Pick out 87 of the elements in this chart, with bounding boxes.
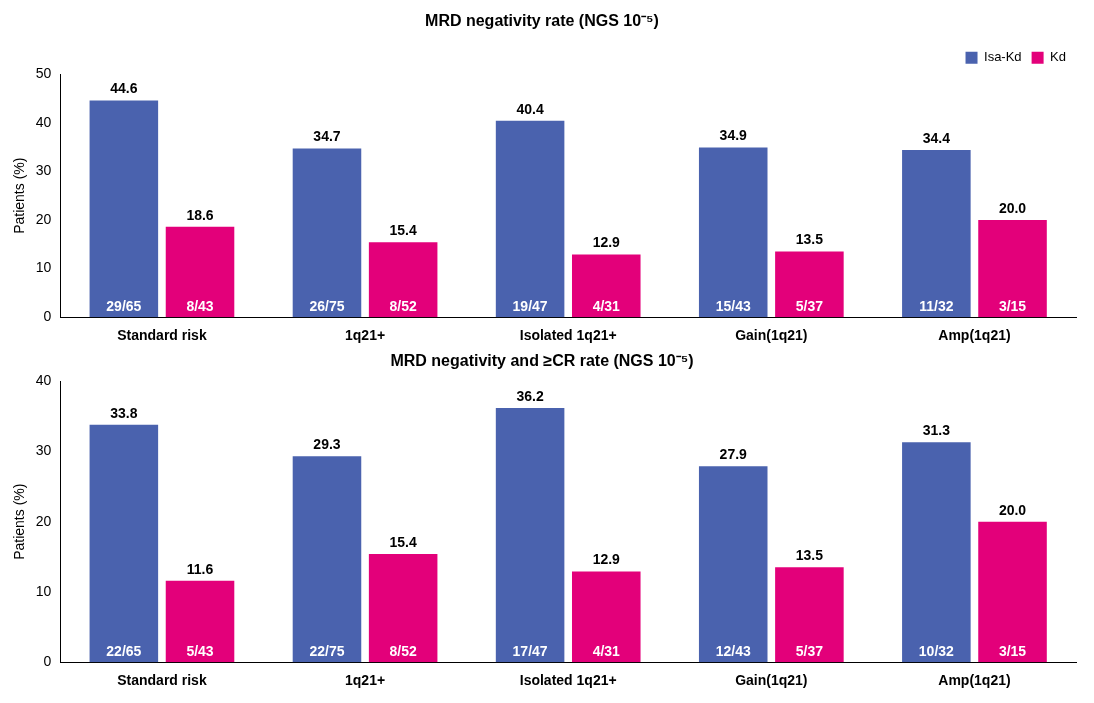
x-tick-label: 1q21+ (345, 327, 386, 344)
bar (902, 442, 971, 663)
y-tick-label: 40 (35, 113, 52, 130)
data-label: 44.6 (110, 80, 138, 97)
annotation: 8/52 (389, 643, 417, 660)
y-tick-label: 30 (35, 162, 52, 179)
annotation: 5/37 (795, 298, 824, 315)
y-tick-label: 20 (35, 512, 52, 529)
y-axis-title: Patients (%) (11, 157, 28, 234)
annotation: 15/43 (715, 298, 751, 315)
bar (495, 120, 565, 318)
x-tick-label: 1q21+ (345, 672, 386, 689)
data-label: 34.9 (719, 127, 748, 144)
data-label: 20.0 (998, 501, 1027, 518)
data-label: 31.3 (922, 422, 951, 439)
annotation: 3/15 (998, 298, 1027, 315)
bar (775, 567, 844, 663)
x-tick-label: Isolated 1q21+ (519, 672, 617, 689)
annotation: 4/31 (592, 643, 621, 660)
bar (495, 407, 565, 663)
annotation: 8/43 (186, 298, 214, 315)
bar (368, 554, 438, 663)
y-tick-label: 0 (43, 308, 52, 325)
annotation: 10/32 (918, 643, 955, 660)
annotation: 19/47 (512, 298, 548, 315)
annotation: 4/31 (592, 298, 621, 315)
bar (698, 147, 768, 318)
data-label: 15.4 (389, 533, 417, 550)
data-label: 34.7 (313, 128, 341, 145)
annotation: 5/37 (795, 643, 824, 660)
bar (978, 521, 1047, 663)
data-label: 12.9 (592, 234, 621, 251)
x-tick-label: Isolated 1q21+ (519, 327, 617, 344)
y-tick-label: 10 (35, 582, 52, 599)
legend-label: Kd (1050, 49, 1067, 65)
bar (572, 254, 641, 318)
annotation: 11/32 (919, 298, 954, 315)
x-tick-label: Standard risk (117, 327, 207, 344)
data-label: 34.4 (922, 129, 951, 146)
annotation: 3/15 (998, 643, 1027, 660)
bar (165, 226, 235, 318)
bar (89, 424, 159, 663)
data-label: 13.5 (795, 547, 824, 564)
x-tick-label: Gain(1q21) (735, 327, 808, 344)
data-label: 12.9 (592, 551, 621, 568)
annotation: 22/65 (106, 643, 142, 660)
bar (165, 580, 235, 663)
data-label: 36.2 (516, 387, 544, 404)
data-label: 20.0 (998, 199, 1027, 216)
data-label: 29.3 (313, 436, 341, 453)
chart-title: MRD negativity and ≥CR rate (NGS 10⁻⁵) (390, 352, 694, 370)
x-tick-label: Amp(1q21) (938, 672, 1011, 689)
y-tick-label: 0 (43, 653, 52, 670)
bar (978, 220, 1047, 318)
y-tick-label: 10 (35, 259, 52, 276)
annotation: 26/75 (309, 298, 345, 315)
y-tick-label: 50 (35, 65, 52, 82)
annotation: 29/65 (106, 298, 142, 315)
legend-label: Isa-Kd (984, 49, 1022, 65)
data-label: 40.4 (516, 100, 544, 117)
y-tick-label: 20 (35, 210, 52, 227)
chart-title: MRD negativity rate (NGS 10⁻⁵) (425, 12, 659, 30)
x-tick-label: Amp(1q21) (938, 327, 1011, 344)
x-tick-label: Gain(1q21) (735, 672, 808, 689)
y-tick-label: 30 (35, 442, 52, 459)
bar (902, 150, 971, 318)
annotation: 5/43 (186, 643, 214, 660)
bar (292, 456, 362, 663)
annotation: 22/75 (309, 643, 345, 660)
bar (775, 251, 844, 318)
annotation: 17/47 (512, 643, 548, 660)
bar (292, 148, 362, 318)
data-label: 11.6 (186, 560, 214, 577)
x-tick-label: Standard risk (117, 672, 207, 689)
data-label: 18.6 (186, 206, 214, 223)
bar (89, 100, 159, 318)
data-label: 13.5 (795, 231, 824, 248)
bar (368, 242, 438, 318)
y-tick-label: 40 (35, 372, 52, 389)
y-axis-title: Patients (%) (11, 483, 28, 560)
data-label: 27.9 (719, 446, 748, 463)
annotation: 12/43 (715, 643, 751, 660)
bar (572, 571, 641, 663)
data-label: 33.8 (110, 404, 138, 421)
data-label: 15.4 (389, 222, 417, 239)
annotation: 8/52 (389, 298, 417, 315)
bar (698, 466, 768, 663)
